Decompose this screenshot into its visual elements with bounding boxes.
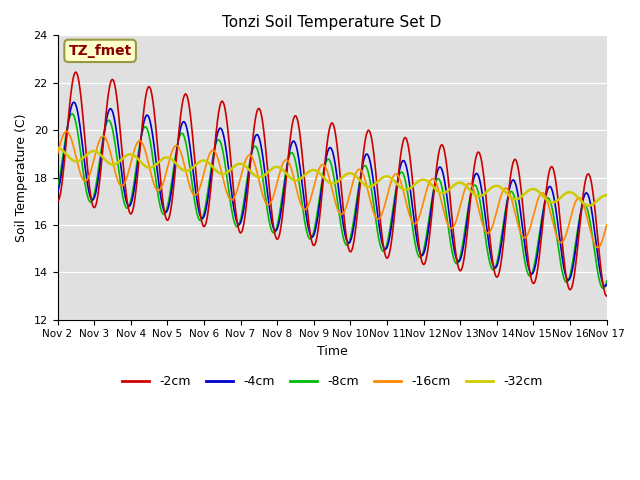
- Title: Tonzi Soil Temperature Set D: Tonzi Soil Temperature Set D: [222, 15, 442, 30]
- X-axis label: Time: Time: [317, 345, 348, 358]
- Y-axis label: Soil Temperature (C): Soil Temperature (C): [15, 113, 28, 242]
- Legend: -2cm, -4cm, -8cm, -16cm, -32cm: -2cm, -4cm, -8cm, -16cm, -32cm: [116, 370, 547, 393]
- Text: TZ_fmet: TZ_fmet: [68, 44, 132, 58]
